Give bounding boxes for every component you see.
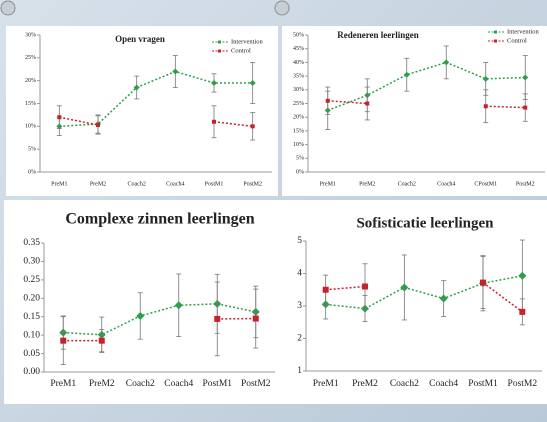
x-tick-label: Coach4: [164, 379, 193, 389]
y-tick-label: 30%: [25, 32, 36, 38]
x-tick-label: Coach2: [126, 379, 155, 389]
point: [253, 316, 259, 322]
point: [60, 338, 66, 344]
y-tick-label: 40%: [293, 60, 304, 66]
y-tick-label: 0%: [28, 169, 36, 175]
point: [251, 124, 255, 128]
legend-label: Control: [231, 47, 251, 54]
chart-title: Sofisticatie leerlingen: [356, 215, 494, 231]
page: {"chart_data":[ {"type":"line","title":"…: [0, 0, 547, 422]
point: [214, 316, 220, 322]
point: [484, 104, 488, 108]
pushpin: [275, 1, 289, 15]
y-tick-label: 0.05: [23, 349, 40, 359]
x-tick-label: PreM2: [90, 181, 106, 187]
x-tick-label: PostM1: [202, 379, 232, 389]
x-tick-label: PostM1: [205, 181, 224, 187]
y-tick-label: 20%: [293, 115, 304, 121]
y-tick-label: 5: [297, 236, 302, 246]
y-tick-label: 5%: [296, 156, 304, 162]
chart-title: Complexe zinnen leerlingen: [65, 211, 254, 228]
x-tick-label: Coach4: [429, 379, 458, 389]
y-tick-label: 0.20: [23, 293, 40, 303]
point: [212, 120, 216, 124]
x-tick-label: Coach4: [437, 181, 455, 187]
point: [519, 309, 525, 315]
point: [480, 280, 486, 286]
y-tick-label: 2: [297, 334, 302, 344]
x-tick-label: PreM1: [50, 379, 76, 389]
y-tick-label: 0.35: [23, 238, 40, 248]
y-tick-label: 0.10: [23, 330, 40, 340]
y-tick-label: 0.25: [23, 275, 40, 285]
x-tick-label: PostM2: [508, 379, 538, 389]
y-tick-label: 20%: [25, 78, 36, 84]
y-tick-label: 30%: [293, 87, 304, 93]
x-tick-label: Coach4: [166, 181, 184, 187]
y-tick-label: 1: [297, 366, 302, 376]
x-tick-label: Coach2: [398, 181, 416, 187]
panel: [282, 26, 547, 196]
y-tick-label: 0.15: [23, 312, 40, 322]
x-tick-label: PostM2: [243, 181, 262, 187]
y-tick-label: 35%: [293, 73, 304, 79]
pushpin: [1, 1, 15, 15]
legend-label: Intervention: [231, 38, 264, 45]
y-tick-label: 0.00: [23, 367, 40, 377]
x-tick-label: PreM1: [51, 181, 67, 187]
x-tick-label: PostM1: [468, 379, 498, 389]
y-tick-label: 3: [297, 301, 302, 311]
y-tick-label: 10%: [293, 142, 304, 148]
chart-title: Open vragen: [115, 34, 165, 44]
y-tick-label: 15%: [25, 101, 36, 107]
slide: Open vragen0%5%10%15%20%25%30%PreM1PreM2…: [0, 0, 547, 422]
legend-marker: [218, 50, 221, 53]
legend-marker: [218, 41, 221, 44]
x-tick-label: PreM2: [89, 379, 115, 389]
y-tick-label: 15%: [293, 128, 304, 134]
legend-label: Control: [507, 37, 527, 44]
legend-marker: [494, 31, 497, 34]
y-tick-label: 0%: [296, 169, 304, 175]
y-tick-label: 5%: [28, 147, 36, 153]
x-tick-label: PreM2: [352, 379, 378, 389]
chart-title: Redeneren leerlingen: [337, 30, 419, 40]
x-tick-label: PreM2: [359, 181, 375, 187]
legend-marker: [494, 40, 497, 43]
point: [96, 123, 100, 127]
y-tick-label: 10%: [25, 124, 36, 130]
y-tick-label: 50%: [293, 32, 304, 38]
point: [99, 338, 105, 344]
y-tick-label: 25%: [25, 55, 36, 61]
x-tick-label: PostM2: [516, 181, 535, 187]
point: [523, 106, 527, 110]
x-tick-label: CPostM1: [474, 181, 497, 187]
x-tick-label: Coach2: [128, 181, 146, 187]
x-tick-label: PreM1: [320, 181, 336, 187]
y-tick-label: 45%: [293, 46, 304, 52]
point: [362, 284, 368, 290]
point: [57, 115, 61, 119]
point: [323, 287, 329, 293]
legend-label: Intervention: [507, 28, 540, 35]
x-tick-label: PreM1: [313, 379, 339, 389]
point: [365, 102, 369, 106]
x-tick-label: PostM2: [241, 379, 271, 389]
y-tick-label: 25%: [293, 101, 304, 107]
point: [326, 99, 330, 103]
x-tick-label: Coach2: [390, 379, 419, 389]
y-tick-label: 0.30: [23, 257, 40, 267]
y-tick-label: 4: [297, 269, 302, 279]
